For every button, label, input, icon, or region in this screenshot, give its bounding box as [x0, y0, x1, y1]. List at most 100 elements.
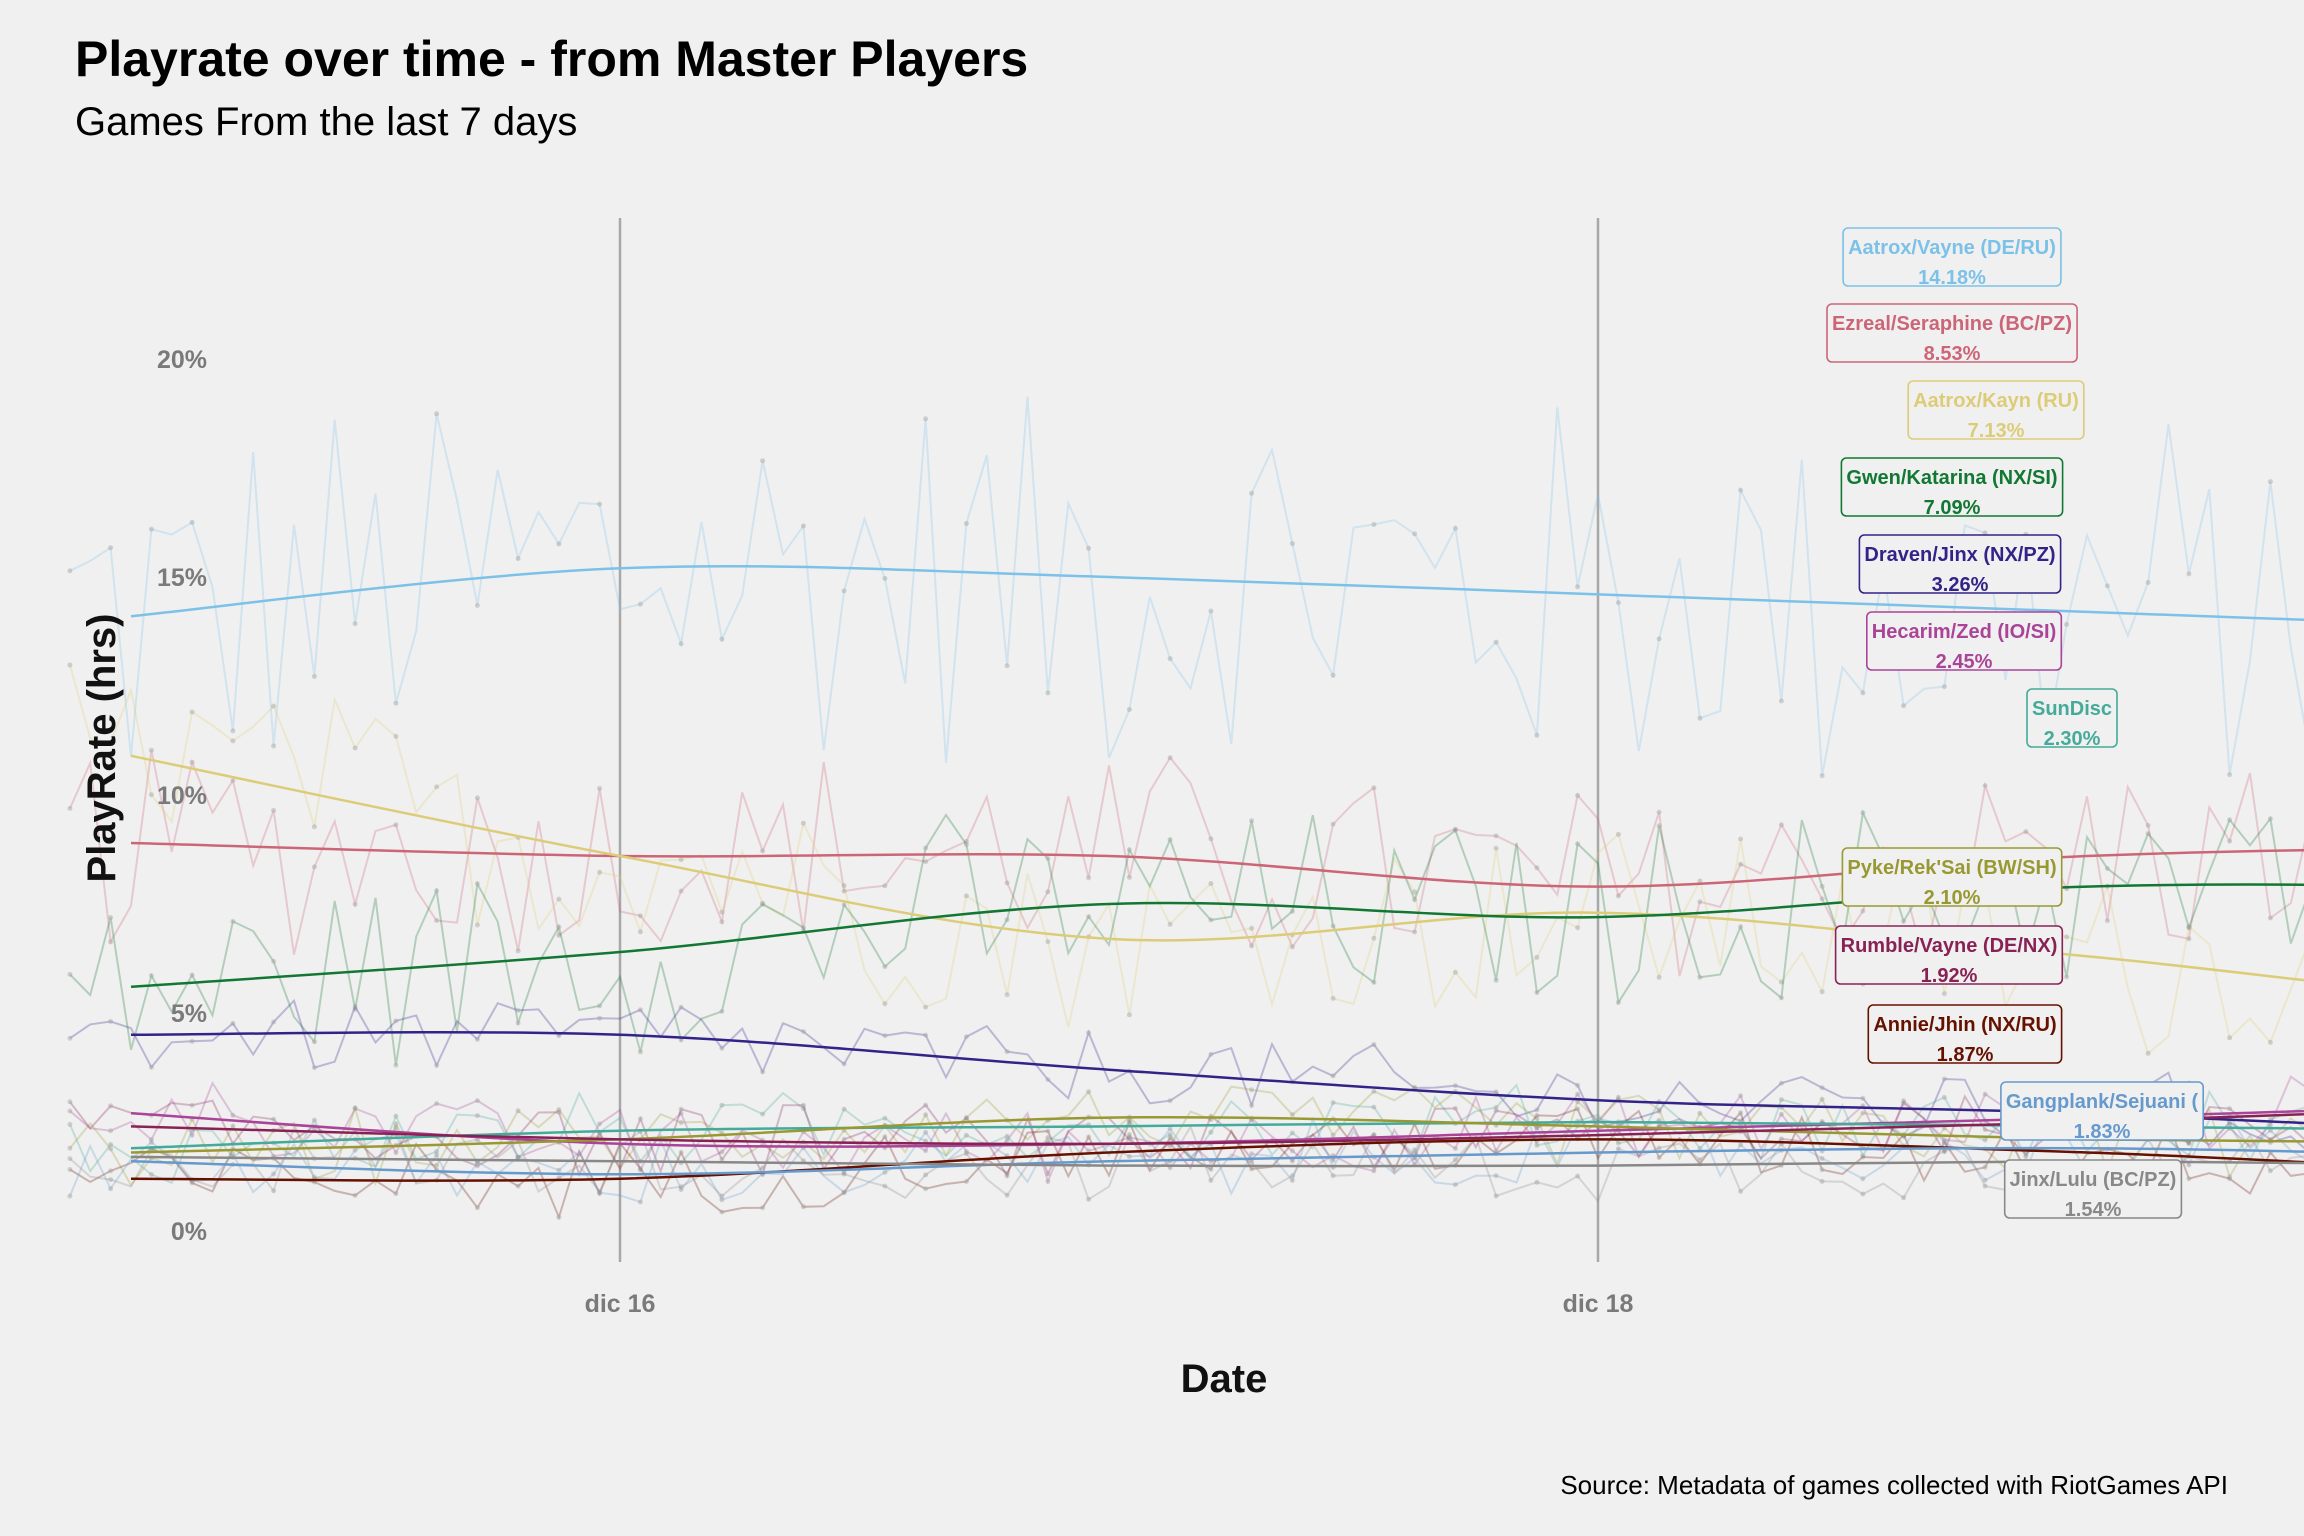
raw-data-point: [1493, 1193, 1499, 1199]
raw-data-point: [311, 864, 317, 870]
raw-data-point: [1289, 944, 1295, 950]
raw-data-point: [2023, 1151, 2029, 1157]
series-label-value: 1.83%: [2074, 1121, 2131, 1143]
series-label-name: Gwen/Katarina (NX/SI): [1846, 467, 2057, 489]
raw-data-point: [1534, 990, 1540, 995]
trend-line: [130, 754, 2304, 982]
raw-data-point: [230, 1112, 236, 1118]
raw-data-point: [1575, 925, 1581, 931]
raw-data-point: [1167, 1131, 1173, 1137]
raw-data-point: [1982, 783, 1988, 789]
raw-data-point: [1819, 989, 1825, 995]
raw-data-point: [1778, 1097, 1784, 1103]
raw-data-point: [148, 1064, 154, 1070]
raw-data-point: [474, 1098, 480, 1104]
raw-data-point: [1738, 1110, 1744, 1116]
raw-data-point: [678, 1004, 684, 1010]
raw-data-point: [1778, 698, 1784, 704]
raw-data-point: [841, 902, 847, 908]
raw-data-point: [108, 1019, 114, 1024]
raw-data-point: [474, 795, 480, 801]
raw-data-point: [1860, 1095, 1866, 1101]
raw-data-point: [882, 576, 888, 581]
raw-data-point: [311, 674, 317, 679]
raw-data-point: [108, 1186, 114, 1192]
raw-data-point: [1452, 1146, 1458, 1151]
raw-data-point: [1371, 979, 1377, 985]
raw-data-point: [882, 1033, 888, 1039]
raw-data-point: [434, 1101, 440, 1107]
raw-data-point: [1412, 531, 1418, 537]
raw-data-point: [108, 545, 114, 551]
raw-data-point: [1208, 1177, 1214, 1183]
raw-data-point: [678, 1106, 684, 1112]
raw-data-point: [67, 805, 73, 811]
x-axis-title: Date: [1181, 1357, 1268, 1401]
raw-data-point: [1249, 818, 1255, 824]
raw-data-point: [1004, 1170, 1010, 1176]
raw-data-point: [67, 1121, 73, 1127]
raw-data-point: [67, 1167, 73, 1172]
raw-data-point: [1371, 935, 1377, 941]
raw-data-point: [556, 1214, 562, 1220]
raw-data-point: [1452, 1157, 1458, 1163]
raw-data-point: [1004, 1137, 1010, 1143]
raw-data-point: [1778, 1111, 1784, 1117]
raw-data-point: [637, 913, 643, 919]
raw-data-point: [311, 1065, 317, 1071]
raw-data-point: [1615, 600, 1621, 606]
raw-data-point: [1493, 1089, 1499, 1095]
raw-data-point: [1575, 841, 1581, 847]
raw-data-point: [1289, 1130, 1295, 1136]
raw-data-point: [1004, 1192, 1010, 1198]
raw-series-line: [69, 998, 2304, 1150]
raw-data-point: [1534, 1179, 1540, 1185]
raw-data-point: [1126, 1012, 1132, 1018]
series-label-value: 1.92%: [1921, 965, 1978, 987]
raw-data-point: [1941, 1076, 1947, 1082]
raw-data-point: [719, 1102, 725, 1108]
raw-data-point: [311, 1174, 317, 1180]
raw-data-point: [1167, 837, 1173, 843]
raw-data-point: [2023, 1154, 2029, 1160]
raw-data-point: [1208, 881, 1214, 886]
trend-line: [130, 1155, 2304, 1168]
raw-data-point: [2104, 583, 2110, 589]
raw-data-point: [1738, 836, 1744, 842]
raw-data-point: [1208, 836, 1214, 842]
raw-data-point: [434, 411, 440, 417]
raw-data-point: [148, 792, 154, 798]
raw-data-point: [2267, 816, 2273, 822]
raw-data-point: [1208, 1166, 1214, 1172]
raw-data-point: [1697, 715, 1703, 721]
raw-data-point: [1697, 878, 1703, 884]
raw-data-point: [678, 1184, 684, 1190]
raw-data-point: [1004, 1173, 1010, 1179]
raw-data-point: [1697, 899, 1703, 905]
raw-data-point: [882, 1001, 888, 1007]
raw-data-point: [434, 1062, 440, 1068]
raw-data-point: [393, 1113, 399, 1119]
raw-data-point: [2186, 1141, 2192, 1146]
raw-data-point: [1941, 991, 1947, 997]
raw-data-point: [1615, 999, 1621, 1005]
raw-data-point: [678, 641, 684, 647]
raw-data-point: [841, 1189, 847, 1195]
raw-data-point: [1738, 924, 1744, 930]
raw-data-point: [393, 1121, 399, 1127]
raw-data-point: [1330, 821, 1336, 827]
raw-data-point: [1860, 810, 1866, 816]
raw-data-point: [1452, 1105, 1458, 1111]
raw-data-point: [108, 1146, 114, 1152]
raw-data-point: [1860, 1154, 1866, 1160]
series-label-name: Aatrox/Vayne (DE/RU): [1848, 237, 2056, 259]
raw-data-point: [1004, 992, 1010, 998]
raw-data-point: [923, 1102, 929, 1108]
raw-data-point: [1126, 1132, 1132, 1138]
raw-data-point: [1126, 707, 1132, 712]
raw-data-point: [1860, 1191, 1866, 1197]
raw-data-point: [597, 869, 603, 875]
raw-data-point: [515, 1154, 521, 1160]
raw-data-point: [597, 1003, 603, 1009]
raw-data-point: [2227, 772, 2233, 778]
